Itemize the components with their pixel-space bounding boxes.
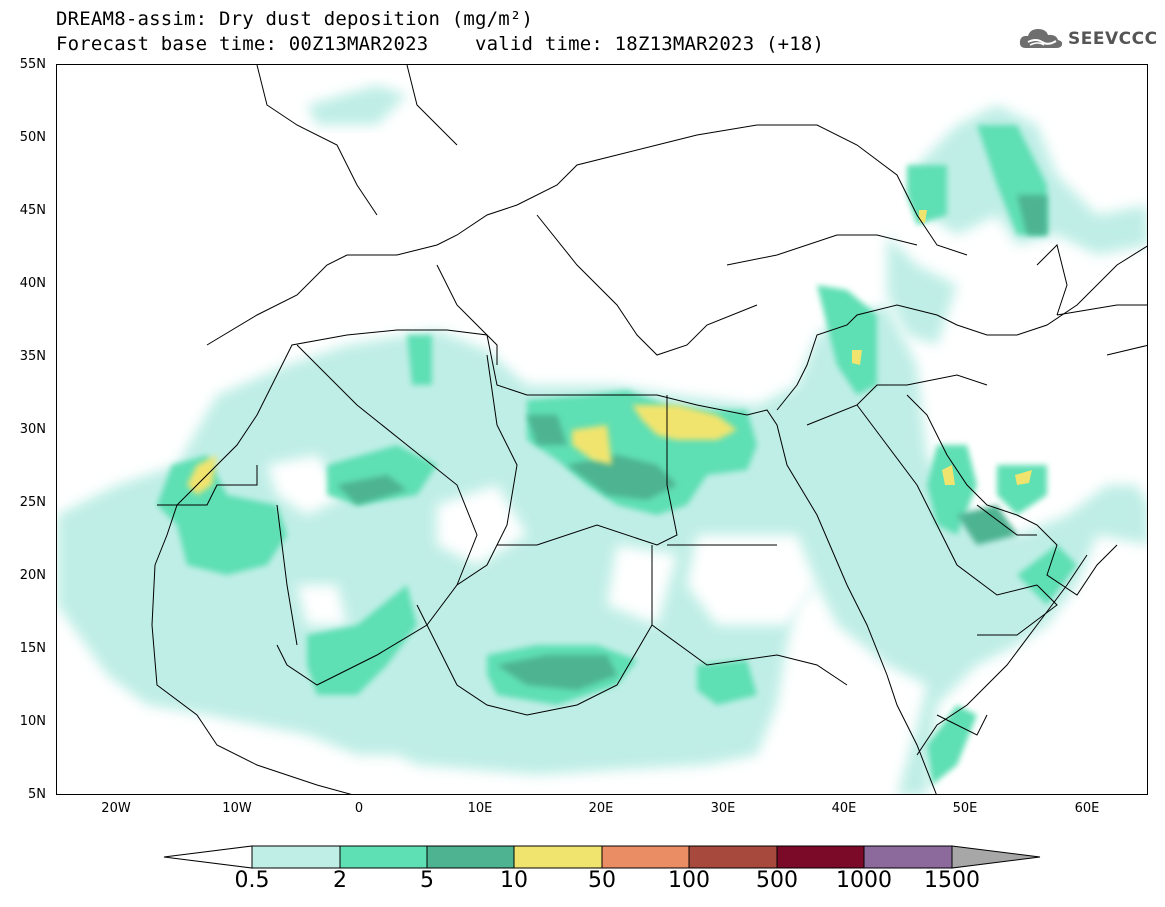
lon-label-60e: 60E — [1074, 801, 1100, 816]
forecast-time-line: Forecast base time: 00Z13MAR2023 valid t… — [56, 33, 825, 55]
colorbar-bin-100-500 — [688, 845, 778, 869]
colorbar-label: 100 — [668, 868, 710, 893]
lon-label-20e: 20E — [588, 801, 614, 816]
coastlines-and-borders — [151, 65, 1147, 794]
cloud-icon — [1019, 29, 1063, 48]
colorbar-label: 50 — [588, 868, 616, 893]
dust-contour-5-10 — [337, 195, 1047, 690]
lat-label-45n: 45N — [19, 203, 46, 218]
lat-label-35n: 35N — [19, 349, 46, 364]
lat-label-40n: 40N — [19, 276, 46, 291]
colorbar-bin-10-50 — [513, 845, 603, 869]
colorbar-low-arrow — [163, 845, 253, 869]
lon-label-10w: 10W — [222, 801, 252, 816]
colorbar-bin-50-100 — [601, 845, 690, 869]
colorbar-bin-500-1000 — [776, 845, 865, 869]
colorbar-bin-0.5-2 — [251, 845, 341, 869]
colorbar-label: 0.5 — [234, 868, 270, 893]
colorbar-high-arrow — [951, 845, 1041, 869]
seevccc-logo: SEEVCCC — [1018, 26, 1158, 52]
lon-label-0: 0 — [354, 801, 364, 816]
lon-label-40e: 40E — [831, 801, 857, 816]
colorbar-label: 2 — [333, 868, 347, 893]
lon-label-10e: 10E — [467, 801, 493, 816]
colorbar-label: 1000 — [836, 868, 892, 893]
map-panel[interactable] — [56, 64, 1148, 795]
lat-label-10n: 10N — [19, 714, 46, 729]
lat-label-50n: 50N — [19, 130, 46, 145]
colorbar-label: 5 — [420, 868, 434, 893]
lat-label-15n: 15N — [19, 641, 46, 656]
colorbar-bin-5-10 — [426, 845, 515, 869]
colorbar-label: 500 — [756, 868, 798, 893]
colorbar-label: 10 — [500, 868, 528, 893]
lat-label-25n: 25N — [19, 495, 46, 510]
lat-label-20n: 20N — [19, 568, 46, 583]
dust-deposition-map — [57, 65, 1147, 794]
lon-label-30e: 30E — [710, 801, 736, 816]
lat-label-55n: 55N — [19, 57, 46, 72]
map-title: DREAM8-assim: Dry dust deposition (mg/m²… — [56, 8, 534, 30]
colorbar-bin-2-5 — [339, 845, 428, 869]
lat-label-30n: 30N — [19, 422, 46, 437]
colorbar-label: 1500 — [924, 868, 980, 893]
lon-label-50e: 50E — [952, 801, 978, 816]
lat-label-5n: 5N — [28, 787, 46, 802]
dust-contour-10-50 — [187, 210, 1032, 495]
lon-label-20w: 20W — [101, 801, 131, 816]
logo-text: SEEVCCC — [1068, 29, 1158, 49]
colorbar-bin-1000-1500 — [863, 845, 953, 869]
